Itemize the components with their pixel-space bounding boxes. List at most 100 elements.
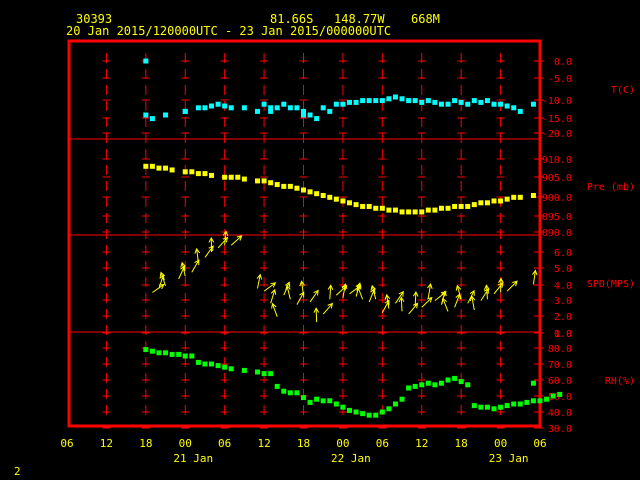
temperature-point <box>143 112 149 118</box>
wind-arrow-head <box>398 290 404 297</box>
wind-arrow-head <box>194 259 200 266</box>
pressure-point <box>511 194 517 200</box>
pressure-point <box>163 165 169 171</box>
wind-arrow-head <box>180 265 186 272</box>
temperature-point <box>268 108 274 114</box>
rh-point <box>366 412 372 418</box>
pressure-point <box>195 171 201 177</box>
pressure-point <box>307 189 313 195</box>
right-tick-label: 910.0 <box>542 155 572 166</box>
rh-point <box>274 383 280 389</box>
temperature-point <box>353 99 359 105</box>
wind-arrow <box>191 259 200 273</box>
pressure-point <box>281 183 287 189</box>
wind-arrow <box>471 296 475 311</box>
wind-arrow-head <box>285 284 291 291</box>
wind-arrow-head <box>356 282 362 289</box>
pressure-point <box>373 205 379 211</box>
wind-arrow <box>371 285 377 300</box>
wind-arrow-head <box>469 289 475 296</box>
wind-arrow <box>196 248 199 263</box>
wind-arrow-head <box>498 277 504 284</box>
temperature-point <box>373 98 379 104</box>
right-tick-label: 1.0 <box>554 329 572 340</box>
temperature-point <box>366 98 372 104</box>
pressure-point <box>360 203 366 209</box>
wind-arrow-head <box>440 291 447 297</box>
rh-point <box>445 377 451 383</box>
temperature-point <box>360 98 366 104</box>
temperature-point <box>281 101 287 107</box>
pressure-point <box>379 205 385 211</box>
pressure-point <box>327 194 333 200</box>
pressure-point <box>386 207 392 213</box>
wind-arrow-head <box>426 296 433 303</box>
rh-point <box>406 385 412 391</box>
right-tick-label: 40.0 <box>548 408 572 419</box>
wind-arrow-head <box>194 247 201 254</box>
wind-arrow <box>456 285 462 300</box>
wind-arrow-head <box>512 280 518 287</box>
temperature-point <box>287 105 293 111</box>
pressure-point <box>432 207 438 213</box>
pressure-point <box>149 163 155 169</box>
wind-arrow <box>270 289 276 304</box>
pressure-point <box>399 209 405 215</box>
wind-arrow-head <box>531 269 538 276</box>
rh-point <box>399 396 405 402</box>
pressure-point <box>478 200 484 206</box>
pressure-point <box>366 203 372 209</box>
x-tick-label: 00 <box>494 437 507 450</box>
pressure-point <box>202 171 208 177</box>
rh-point <box>438 380 444 386</box>
rh-point <box>425 380 431 386</box>
rh-point <box>195 359 201 365</box>
temperature-point <box>445 101 451 107</box>
temperature-point <box>465 101 471 107</box>
latitude: 81.66S <box>270 12 314 26</box>
wind-arrow-head <box>412 302 419 309</box>
temperature-point <box>228 105 234 111</box>
panel-label: T(C) <box>611 85 635 96</box>
x-tick-label: 06 <box>218 437 231 450</box>
rh-point <box>392 401 398 407</box>
wind-arrow-head <box>313 289 319 296</box>
temperature-point <box>163 112 169 118</box>
pressure-point <box>491 198 497 204</box>
rh-point <box>353 409 359 415</box>
right-tick-label: 895.0 <box>542 212 572 223</box>
pressure-point <box>484 200 490 206</box>
temperature-point <box>215 101 221 107</box>
pressure-point <box>274 182 280 188</box>
temperature-point <box>307 112 313 118</box>
rh-point <box>169 351 175 357</box>
page-number: 2 <box>14 465 21 478</box>
temperature-point <box>268 105 274 111</box>
pressure-point <box>412 209 418 215</box>
temperature-point <box>379 98 385 104</box>
wind-arrow-head <box>441 290 447 297</box>
temperature-point <box>412 98 418 104</box>
date-label: 22 Jan <box>331 452 371 465</box>
wind-arrow <box>386 294 390 309</box>
temperature-point <box>301 108 306 114</box>
rh-point <box>452 375 458 381</box>
pressure-point <box>340 198 346 204</box>
wind-arrow <box>160 272 167 286</box>
wind-arrow <box>532 270 536 285</box>
wind-arrow <box>414 291 417 307</box>
wind-arrow-head <box>384 299 390 306</box>
rh-point <box>320 398 326 404</box>
pressure-point <box>255 178 261 184</box>
date-label: 21 Jan <box>173 452 213 465</box>
temperature-point <box>399 96 405 102</box>
temperature-point <box>261 101 267 107</box>
wind-arrow-head <box>159 271 166 278</box>
wind-arrow <box>485 285 488 300</box>
temperature-point <box>419 99 425 105</box>
x-tick-label: 00 <box>179 437 192 450</box>
rh-point <box>182 353 188 359</box>
x-tick-label: 18 <box>297 437 310 450</box>
temperature-point <box>511 105 517 111</box>
